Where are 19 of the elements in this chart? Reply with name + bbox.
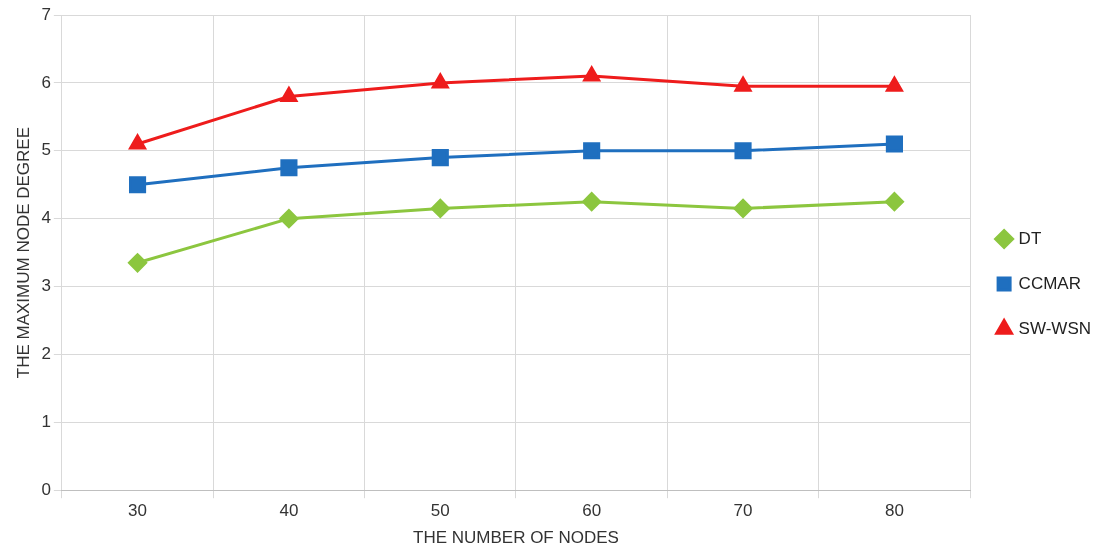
- y-tick-label: 7: [41, 4, 51, 24]
- y-tick-label: 5: [41, 140, 51, 160]
- legend-label: CCMAR: [1018, 273, 1081, 293]
- y-tick-label: 2: [41, 344, 51, 364]
- y-tick-label: 0: [41, 479, 51, 499]
- y-axis-title: THE MAXIMUM NODE DEGREE: [13, 126, 33, 379]
- x-tick-label: 70: [733, 501, 753, 521]
- x-axis-title: THE NUMBER OF NODES: [413, 528, 619, 548]
- x-tick-label: 80: [884, 501, 904, 521]
- x-tick-label: 40: [279, 501, 299, 521]
- x-tick-label: 30: [128, 501, 147, 521]
- y-tick-label: 1: [41, 412, 51, 431]
- x-tick-label: 50: [430, 501, 450, 521]
- legend-label: DT: [1018, 228, 1042, 248]
- x-tick-label: 60: [582, 501, 602, 521]
- y-tick-label: 3: [41, 276, 51, 296]
- legend-label: SW-WSN: [1018, 318, 1092, 338]
- y-tick-label: 4: [41, 208, 51, 228]
- y-tick-label: 6: [41, 72, 51, 92]
